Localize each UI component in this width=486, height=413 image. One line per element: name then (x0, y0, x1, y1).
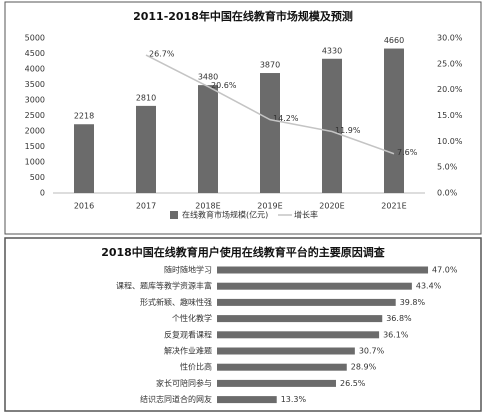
y-tick-label: 0 (40, 189, 45, 198)
y2-tick-label: 0.0% (437, 189, 458, 198)
bar-label: 4330 (322, 46, 342, 55)
y-tick-label: 1500 (25, 142, 45, 151)
line-label: 7.6% (397, 148, 418, 157)
y2-tick-label: 5.0% (437, 163, 458, 172)
bar (217, 298, 396, 306)
bar (217, 347, 355, 355)
x-tick-label: 2020E (319, 202, 344, 211)
y-tick-label: 4500 (25, 49, 45, 58)
y2-tick-label: 30.0% (437, 34, 463, 43)
bar (384, 48, 404, 193)
y-tick-label: 3000 (25, 96, 45, 105)
category-label: 课程、题库等教学资源丰富 (116, 281, 212, 291)
category-label: 个性化教学 (172, 313, 212, 323)
y-tick-label: 5000 (25, 34, 45, 43)
bar-label: 3480 (198, 73, 218, 82)
y-tick-label: 3500 (25, 80, 45, 89)
legend-swatch (170, 211, 178, 219)
chart-title: 2011-2018年中国在线教育市场规模及预测 (133, 9, 353, 23)
legend-label: 在线教育市场规模(亿元) (182, 210, 268, 220)
bar-label: 36.1% (383, 330, 409, 339)
line (145, 54, 395, 155)
bar (217, 331, 380, 339)
y2-tick-label: 20.0% (437, 85, 463, 94)
bar (217, 363, 347, 371)
y2-tick-label: 10.0% (437, 137, 463, 146)
category-label: 形式新颖、趣味性强 (140, 297, 212, 307)
bar (74, 124, 94, 193)
chart-frame (4, 1, 482, 235)
bar-label: 13.3% (281, 395, 307, 404)
bar (217, 266, 429, 274)
x-tick-label: 2016 (74, 202, 94, 211)
y-tick-label: 500 (30, 173, 45, 182)
bar-label: 26.5% (340, 379, 366, 388)
category-label: 解决作业难题 (164, 346, 212, 356)
bar (260, 73, 280, 193)
bar-label: 2218 (74, 112, 94, 121)
y-tick-label: 2500 (25, 111, 45, 120)
category-label: 结识志同道合的网友 (140, 394, 212, 404)
y2-tick-label: 25.0% (437, 59, 463, 68)
y-tick-label: 4000 (25, 65, 45, 74)
bar (322, 58, 342, 193)
bar (136, 105, 156, 193)
line-label: 11.9% (335, 126, 361, 135)
bar-label: 43.4% (416, 282, 442, 291)
x-tick-label: 2019E (257, 202, 282, 211)
category-label: 性价比高 (180, 362, 212, 372)
y2-tick-label: 15.0% (437, 111, 463, 120)
chart-2: 随时随地学习 47.0% 课程、题库等教学资源丰富 43.4% 形式新颖、趣味性强 39.… (116, 265, 458, 405)
bar-label: 2810 (136, 93, 156, 102)
chart-frame (4, 237, 482, 412)
category-label: 随时随地学习 (164, 265, 212, 275)
category-label: 家长可陪同参与 (156, 378, 212, 388)
bar (217, 282, 412, 290)
line-label: 20.6% (211, 81, 237, 90)
bar-label: 47.0% (432, 266, 458, 275)
bar-label: 30.7% (359, 347, 385, 356)
category-label: 反复观看课程 (164, 329, 212, 339)
line-label: 26.7% (149, 50, 175, 59)
legend-label: 增长率 (294, 210, 318, 220)
x-tick-label: 2018E (195, 202, 220, 211)
line-label: 14.2% (273, 114, 299, 123)
chart-title: 2018中国在线教育用户使用在线教育平台的主要原因调查 (101, 245, 385, 259)
y-tick-label: 1000 (25, 158, 45, 167)
bar (198, 85, 218, 193)
x-tick-label: 2021E (381, 202, 406, 211)
bar-label: 3870 (260, 61, 280, 70)
bar (217, 379, 336, 387)
bar-label: 39.8% (400, 298, 426, 307)
bar-label: 28.9% (351, 363, 377, 372)
bar (217, 396, 277, 404)
bar-label: 36.8% (386, 314, 412, 323)
bar (217, 315, 383, 323)
x-tick-label: 2017 (136, 202, 156, 211)
y-tick-label: 2000 (25, 127, 45, 136)
bar-label: 4660 (384, 36, 404, 45)
